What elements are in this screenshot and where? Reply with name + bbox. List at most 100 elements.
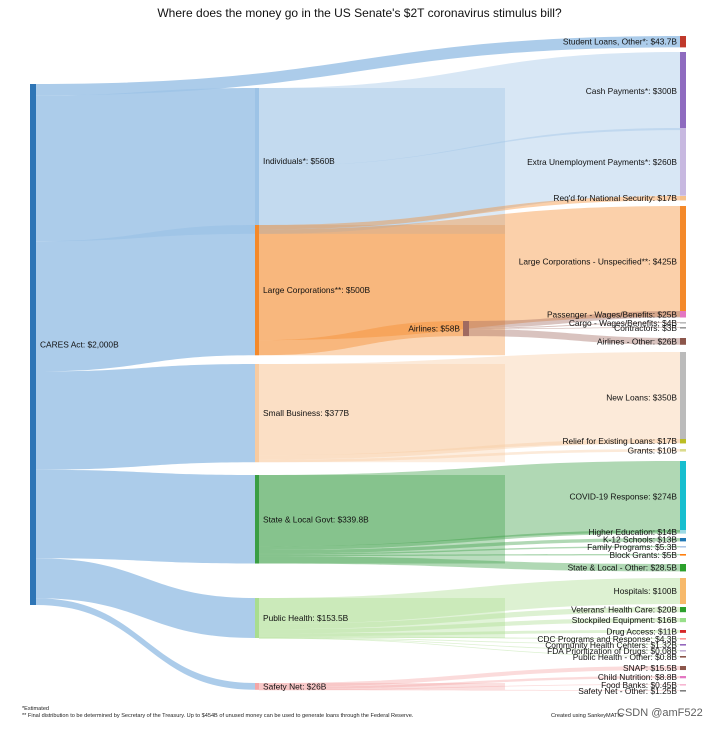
node-chc <box>680 644 686 646</box>
node-childnut <box>680 676 686 679</box>
chart-title: Where does the money go in the US Senate… <box>157 6 562 20</box>
flow-large-to-airlines <box>259 321 463 356</box>
flow-health-to-chc <box>259 637 680 645</box>
link-layer <box>36 36 680 691</box>
label-unemp: Extra Unemployment Payments*: $260B <box>527 157 677 167</box>
label-passenger: Passenger - Wages/Benefits: $25B <box>547 309 677 319</box>
node-cargo <box>680 322 686 324</box>
flow-safety-to-childnut <box>259 676 680 690</box>
flow-safety-to-foodbanks <box>259 684 680 691</box>
node-studentloans <box>680 36 686 48</box>
node-band-safety <box>255 683 505 690</box>
node-individuals <box>255 88 259 234</box>
flow-airlines-to-cargo <box>469 322 680 329</box>
footnote-estimated: *Estimated <box>22 706 50 712</box>
flow-individuals-to-cash <box>259 52 680 167</box>
flow-large-to-natsec <box>259 196 680 230</box>
label-large: Large Corporations**: $500B <box>263 285 370 295</box>
flow-airlines-to-passenger <box>469 311 680 328</box>
node-band-state <box>255 475 505 564</box>
node-health <box>255 598 259 638</box>
node-largeunspec <box>680 206 686 317</box>
node-foodbanks <box>680 684 686 686</box>
label-cash: Cash Payments*: $300B <box>586 86 678 96</box>
node-cdc <box>680 638 686 640</box>
label-highered: Higher Education: $14B <box>589 527 678 537</box>
label-stateother: State & Local - Other: $28.5B <box>568 563 678 573</box>
node-state <box>255 475 259 564</box>
flow-large-to-largeunspec <box>259 206 680 341</box>
flow-small-to-relief <box>259 439 680 460</box>
label-contractors: Contractors: $3B <box>614 323 677 333</box>
label-block: Block Grants: $5B <box>610 550 678 560</box>
node-natsec <box>680 196 686 201</box>
flow-health-to-fda <box>259 637 680 651</box>
label-largeunspec: Large Corporations - Unspecified**: $425… <box>519 256 678 266</box>
label-k12: K-12 Schools: $13B <box>603 535 677 545</box>
label-individuals: Individuals*: $560B <box>263 156 335 166</box>
flow-cares-to-state <box>36 469 255 564</box>
label-airlinesother: Airlines - Other: $26B <box>597 336 677 346</box>
node-airlinesother <box>680 338 686 345</box>
node-relief <box>680 439 686 444</box>
flow-airlines-to-airlinesother <box>469 329 680 345</box>
node-band-individuals <box>255 88 505 234</box>
node-veterans <box>680 607 686 613</box>
label-family: Family Programs: $5.3B <box>587 542 677 552</box>
flow-cares-to-health <box>36 558 255 638</box>
flow-safety-to-snap <box>259 666 680 688</box>
label-relief: Relief for Existing Loans: $17B <box>562 436 677 446</box>
flow-cares-to-safety <box>36 598 255 690</box>
label-drug: Drug Access: $11B <box>606 626 677 636</box>
node-family <box>680 546 686 548</box>
flow-health-to-drug <box>259 630 680 637</box>
label-foodbanks: Food Banks: $0.45B <box>601 680 677 690</box>
label-airlines: Airlines: $58B <box>408 324 460 334</box>
node-safety <box>255 683 259 690</box>
label-snap: SNAP: $15.5B <box>623 663 677 673</box>
label-health: Public Health: $153.5B <box>263 613 349 623</box>
label-covid: COVID-19 Response: $274B <box>569 492 677 502</box>
node-hospitals <box>680 578 686 605</box>
flow-health-to-cdc <box>259 636 680 640</box>
watermark: CSDN @amF522 <box>617 707 703 719</box>
flow-small-to-newloans <box>259 352 680 456</box>
flow-airlines-to-contractors <box>469 327 680 330</box>
node-drug <box>680 630 686 633</box>
flow-health-to-hospitals <box>259 578 680 625</box>
node-block <box>680 554 686 556</box>
flow-state-to-k12 <box>259 538 680 554</box>
flow-state-to-family <box>259 546 680 555</box>
label-childnut: Child Nutrition: $8.8B <box>598 672 678 682</box>
flow-cares-to-studentloans <box>36 36 680 96</box>
node-contractors <box>680 327 686 329</box>
node-covid <box>680 461 686 533</box>
label-cdc: CDC Programs and Response: $4.3B <box>537 634 677 644</box>
flow-state-to-highered <box>259 530 680 551</box>
node-snap <box>680 666 686 671</box>
label-studentloans: Student Loans, Other*: $43.7B <box>563 37 677 47</box>
node-unemp <box>680 128 686 196</box>
flow-health-to-stockpiled <box>259 618 680 634</box>
flow-state-to-block <box>259 554 680 557</box>
node-k12 <box>680 538 686 542</box>
label-layer: CARES Act: $2,000B Individuals*: $560B Lar… <box>40 37 677 696</box>
label-cares: CARES Act: $2,000B <box>40 340 119 350</box>
label-natsec: Req'd for National Security: $17B <box>553 193 677 203</box>
flow-cares-to-individuals <box>36 88 255 242</box>
footnote-final: ** Final distribution to be determined b… <box>22 713 414 719</box>
node-passenger <box>680 311 686 318</box>
node-stateother <box>680 564 686 572</box>
node-band-small <box>255 364 505 463</box>
node-cash <box>680 52 686 131</box>
flow-safety-to-safetyother <box>259 689 680 691</box>
label-hospitals: Hospitals: $100B <box>614 586 678 596</box>
flow-cares-to-large <box>36 225 255 372</box>
node-airlines <box>463 321 469 337</box>
label-newloans: New Loans: $350B <box>606 393 677 403</box>
label-veterans: Veterans' Health Care: $20B <box>571 605 677 615</box>
credit-text: Created using SankeyMATIC <box>551 713 624 719</box>
label-phother: Public Health - Other: $0.8B <box>573 652 678 662</box>
label-safety: Safety Net: $26B <box>263 681 327 691</box>
node-band-health <box>255 598 505 638</box>
